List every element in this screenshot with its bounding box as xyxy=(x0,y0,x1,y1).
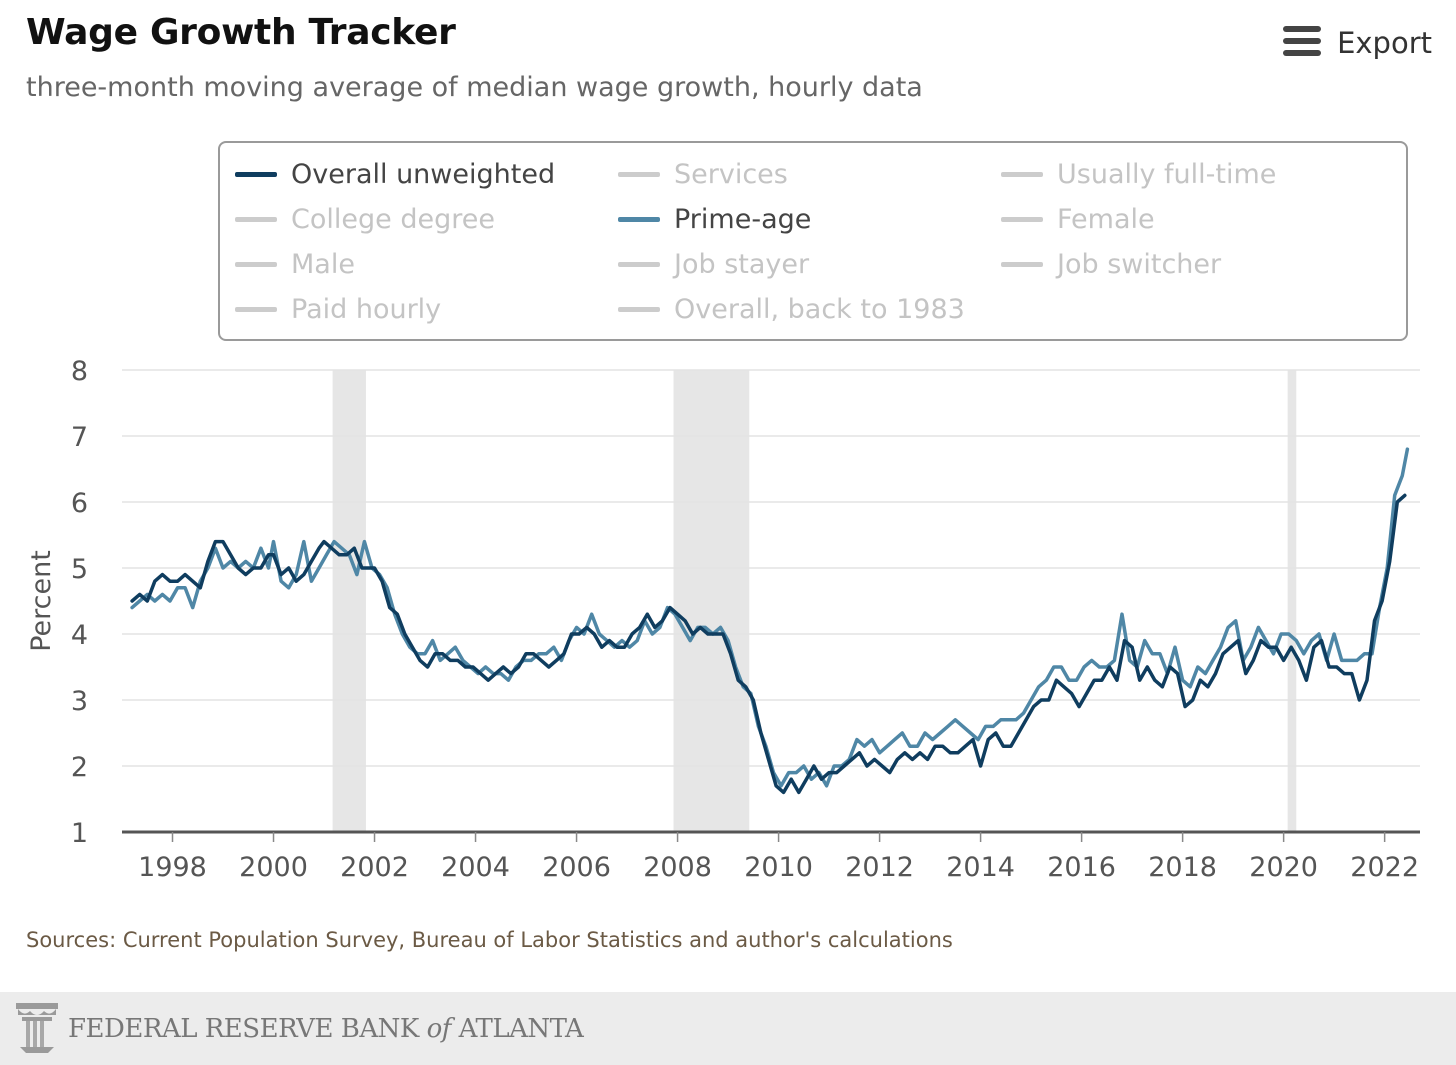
legend-label: Overall, back to 1983 xyxy=(674,293,965,325)
federal-reserve-wordmark[interactable]: FEDERAL RESERVE BANK of ATLANTA xyxy=(68,1013,584,1044)
legend-item[interactable]: Job stayer xyxy=(618,247,809,281)
chart-title: Wage Growth Tracker xyxy=(26,12,456,53)
legend-label: College degree xyxy=(291,203,495,235)
legend-label: Job stayer xyxy=(674,248,810,280)
y-tick-label: 4 xyxy=(71,620,88,651)
legend-label: Female xyxy=(1057,203,1155,235)
export-label[interactable]: Export xyxy=(1337,26,1432,60)
x-tick-label: 2004 xyxy=(441,852,510,883)
x-tick-label: 2016 xyxy=(1047,852,1116,883)
x-tick-label: 2018 xyxy=(1148,852,1217,883)
legend-swatch xyxy=(235,171,277,177)
x-tick-label: 2012 xyxy=(845,852,914,883)
y-tick-label: 5 xyxy=(71,554,88,585)
x-tick-label: 2010 xyxy=(744,852,813,883)
source-note: Sources: Current Population Survey, Bure… xyxy=(26,928,953,952)
y-axis-title: Percent xyxy=(26,550,57,652)
legend-swatch xyxy=(1001,261,1043,267)
legend-label: Usually full-time xyxy=(1057,158,1277,190)
legend-swatch xyxy=(618,261,660,267)
legend-label: Prime-age xyxy=(674,203,812,235)
x-tick-label: 2008 xyxy=(643,852,712,883)
legend-swatch xyxy=(235,216,277,222)
chart-legend: Overall unweighted Services Usually full-t… xyxy=(218,141,1408,341)
footer-bar: FEDERAL RESERVE BANK of ATLANTA xyxy=(0,992,1456,1065)
hamburger-menu-icon[interactable] xyxy=(1283,26,1322,60)
legend-swatch xyxy=(235,306,277,312)
y-tick-label: 2 xyxy=(71,752,88,783)
y-tick-label: 7 xyxy=(71,422,88,453)
legend-item[interactable]: Overall unweighted xyxy=(235,157,555,191)
x-tick-label: 2002 xyxy=(340,852,409,883)
y-tick-label: 1 xyxy=(71,818,88,849)
legend-swatch xyxy=(235,261,277,267)
x-tick-label: 2000 xyxy=(239,852,308,883)
legend-label: Overall unweighted xyxy=(291,158,556,190)
federal-reserve-column-logo xyxy=(14,999,60,1059)
x-tick-label: 2020 xyxy=(1249,852,1318,883)
recession-band xyxy=(673,370,750,832)
y-tick-label: 3 xyxy=(71,686,88,717)
recession-band xyxy=(332,370,366,832)
legend-label: Male xyxy=(291,248,355,280)
x-tick-label: 2014 xyxy=(946,852,1015,883)
legend-item[interactable]: Prime-age xyxy=(618,202,811,236)
wordmark-of: of xyxy=(426,1013,452,1044)
legend-swatch xyxy=(1001,171,1043,177)
export-button[interactable]: Export xyxy=(1283,26,1432,60)
wordmark-part2: ATLANTA xyxy=(458,1013,584,1044)
legend-label: Paid hourly xyxy=(291,293,442,325)
series-line-prime-age xyxy=(130,447,1410,788)
x-tick-label: 1998 xyxy=(138,852,207,883)
x-tick-label: 2006 xyxy=(542,852,611,883)
line-chart: 1 2 3 4 5 6 7 8 1998 2000 2002 2004 2006 2008 2010 2012… xyxy=(26,356,1420,883)
legend-label: Job switcher xyxy=(1057,248,1222,280)
legend-swatch xyxy=(1001,216,1043,222)
legend-item[interactable]: Female xyxy=(1001,202,1155,236)
x-tick-label: 2022 xyxy=(1350,852,1419,883)
legend-item[interactable]: Job switcher xyxy=(1001,247,1221,281)
legend-item[interactable]: Overall, back to 1983 xyxy=(618,292,965,326)
legend-item[interactable]: Usually full-time xyxy=(1001,157,1276,191)
legend-item[interactable]: Paid hourly xyxy=(235,292,441,326)
legend-item[interactable]: Services xyxy=(618,157,788,191)
legend-label: Services xyxy=(674,158,788,190)
legend-item[interactable]: Male xyxy=(235,247,355,281)
recession-band xyxy=(1287,370,1297,832)
chart-subtitle: three-month moving average of median wag… xyxy=(26,72,923,103)
y-tick-label: 8 xyxy=(71,356,88,387)
legend-swatch xyxy=(618,306,660,312)
legend-swatch xyxy=(618,171,660,177)
legend-swatch xyxy=(618,216,660,222)
legend-item[interactable]: College degree xyxy=(235,202,495,236)
series-line-overall-unweighted xyxy=(130,493,1407,795)
y-tick-label: 6 xyxy=(71,488,88,519)
wordmark-part1: FEDERAL RESERVE BANK xyxy=(68,1013,419,1044)
